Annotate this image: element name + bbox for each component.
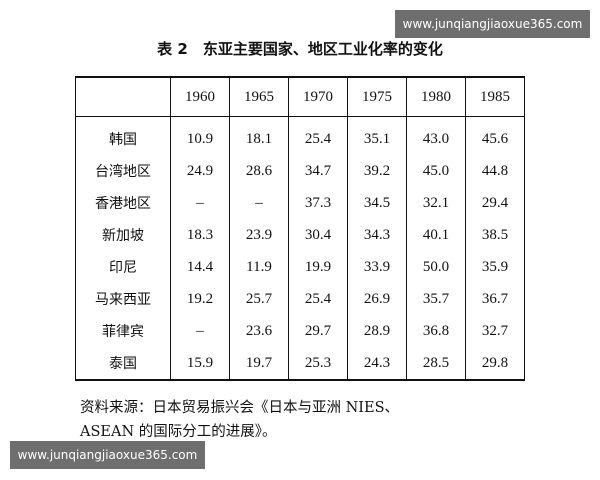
table-row: 香港地区 – –37.3 34.5 32.1 29.4 <box>75 187 525 219</box>
cell: – <box>170 315 230 347</box>
cell: 25.3 <box>288 347 348 380</box>
row-label: 新加坡 <box>75 219 171 251</box>
cell: 35.7 <box>406 283 466 315</box>
table-row: 新加坡 18.3 23.9 30.4 34.3 40.1 38.5 <box>75 219 525 251</box>
cell: 29.7 <box>288 315 348 347</box>
cell: 14.4 <box>170 251 230 283</box>
cell: 28.6 <box>229 155 289 187</box>
source-note: ASEAN 的国际分工的进展》。 <box>80 424 277 440</box>
row-label: 泰国 <box>75 347 171 380</box>
table-row: 印尼 14.4 11.9 19.9 33.9 50.0 35.9 <box>75 251 525 283</box>
row-label: 台湾地区 <box>75 155 171 187</box>
cell: 18.1 <box>229 116 289 155</box>
column-header: 1985 <box>465 77 525 117</box>
cell: 40.1 <box>406 219 466 251</box>
cell: 34.7 <box>288 155 348 187</box>
column-header: 1975 <box>347 77 407 117</box>
cell: 32.7 <box>465 315 525 347</box>
cell: 25.7 <box>229 283 289 315</box>
cell: 23.6 <box>229 315 289 347</box>
cell: 28.9 <box>347 315 407 347</box>
cell: 15.9 <box>170 347 230 380</box>
cell: 25.4 <box>288 116 348 155</box>
cell: 34.3 <box>347 219 407 251</box>
column-header: 1970 <box>288 77 348 117</box>
cell: 45.6 <box>465 116 525 155</box>
cell: 37.3 <box>288 187 348 219</box>
cell: 44.8 <box>465 155 525 187</box>
cell: 29.4 <box>465 187 525 219</box>
table-row: 菲律宾 –23.6 29.7 28.9 36.8 32.7 <box>75 315 525 347</box>
cell: 24.9 <box>170 155 230 187</box>
watermark: www.junqiangjiaoxue365.com <box>395 10 590 38</box>
table-row: 韩国 10.9 18.1 25.4 35.1 43.0 45.6 <box>75 116 525 155</box>
cell: 19.7 <box>229 347 289 380</box>
header-row: 1960 1965 1970 1975 1980 1985 <box>75 77 525 117</box>
watermark: www.junqiangjiaoxue365.com <box>10 441 205 469</box>
source-note: 资料来源：日本贸易振兴会《日本与亚洲 NIES、 <box>80 400 400 416</box>
cell: 28.5 <box>406 347 466 380</box>
cell: 23.9 <box>229 219 289 251</box>
cell: 35.9 <box>465 251 525 283</box>
table-row: 马来西亚 19.2 25.7 25.4 26.9 35.7 36.7 <box>75 283 525 315</box>
cell: 32.1 <box>406 187 466 219</box>
cell: 19.9 <box>288 251 348 283</box>
cell: 30.4 <box>288 219 348 251</box>
table-title: 表 2 东亚主要国家、地区工业化率的变化 <box>157 40 443 58</box>
cell: 29.8 <box>465 347 525 380</box>
data-table: 1960 1965 1970 1975 1980 1985 韩国 10.9 18.1 25.4 3… <box>75 76 525 381</box>
cell: 36.7 <box>465 283 525 315</box>
cell: 35.1 <box>347 116 407 155</box>
column-header: 1980 <box>406 77 466 117</box>
cell: 50.0 <box>406 251 466 283</box>
cell: 38.5 <box>465 219 525 251</box>
table-row: 台湾地区 24.9 28.6 34.7 39.2 45.0 44.8 <box>75 155 525 187</box>
cell: 33.9 <box>347 251 407 283</box>
row-label: 韩国 <box>75 116 171 155</box>
cell: 11.9 <box>229 251 289 283</box>
table-row: 泰国 15.9 19.7 25.3 24.3 28.5 29.8 <box>75 347 525 380</box>
cell: 25.4 <box>288 283 348 315</box>
row-label: 菲律宾 <box>75 315 171 347</box>
cell: – <box>170 187 230 219</box>
row-label: 香港地区 <box>75 187 171 219</box>
column-header: 1965 <box>229 77 289 117</box>
row-label: 印尼 <box>75 251 171 283</box>
cell: – <box>229 187 289 219</box>
cell: 36.8 <box>406 315 466 347</box>
cell: 43.0 <box>406 116 466 155</box>
table-body: 韩国 10.9 18.1 25.4 35.1 43.0 45.6 台湾地区 24.9 28.6 34… <box>75 116 525 380</box>
cell: 19.2 <box>170 283 230 315</box>
cell: 45.0 <box>406 155 466 187</box>
cell: 26.9 <box>347 283 407 315</box>
cell: 18.3 <box>170 219 230 251</box>
cell: 39.2 <box>347 155 407 187</box>
row-label: 马来西亚 <box>75 283 171 315</box>
cell: 10.9 <box>170 116 230 155</box>
column-header: 1960 <box>170 77 230 117</box>
cell: 24.3 <box>347 347 407 380</box>
corner-cell <box>75 77 171 117</box>
cell: 34.5 <box>347 187 407 219</box>
